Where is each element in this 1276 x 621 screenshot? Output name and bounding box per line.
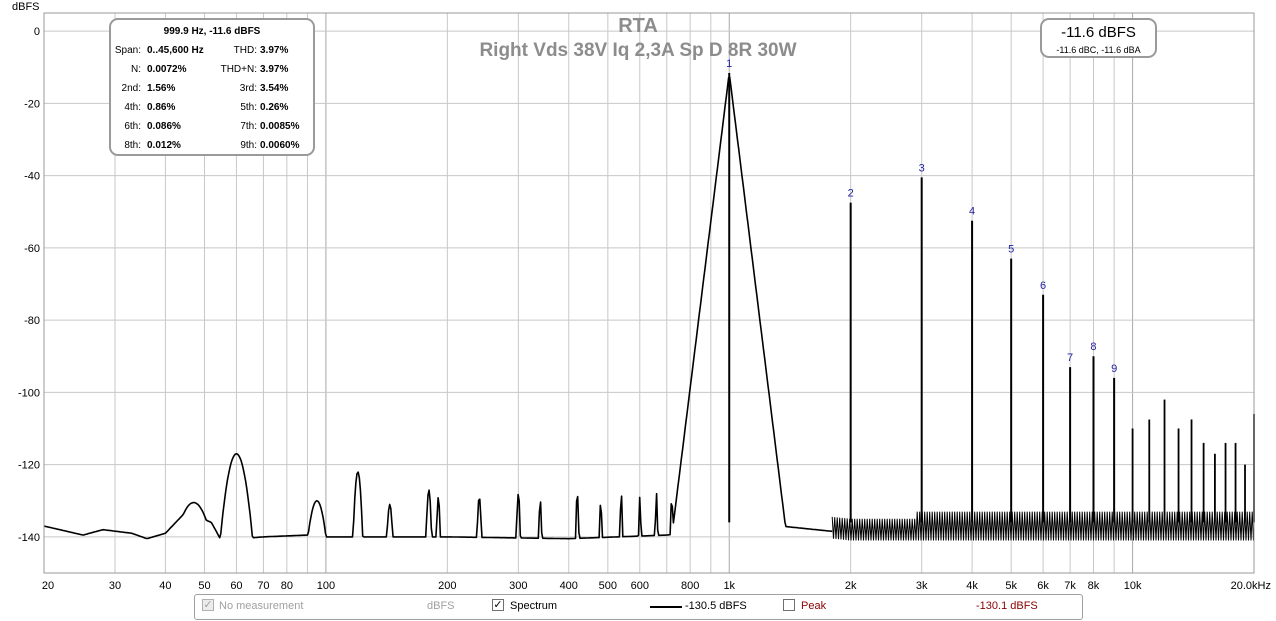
peak-checkbox[interactable]	[783, 599, 795, 611]
harmonic-label-1: 1	[726, 58, 732, 70]
stats-label: 6th:	[124, 121, 141, 132]
stats-label: 3rd:	[239, 83, 257, 94]
x-tick-label: 70	[257, 580, 269, 592]
x-tick-label: 800	[681, 580, 699, 592]
stats-value: 0.0060%	[260, 140, 300, 151]
peak-label: Peak	[801, 600, 827, 612]
x-tick-label: 600	[631, 580, 649, 592]
stats-value: 0..45,600 Hz	[147, 45, 204, 56]
level-main: -11.6 dBFS	[1061, 24, 1136, 41]
stats-row: 4th: 0.86% 5th: 0.26%	[111, 102, 313, 116]
stats-label: 5th:	[240, 102, 257, 113]
harmonic-labels: 1 2 3 4 5 6 7 8 9	[726, 58, 1117, 375]
x-tick-label: 80	[281, 580, 293, 592]
harmonic-label-2: 2	[848, 188, 854, 200]
y-tick-label: -100	[18, 387, 40, 399]
stats-label: 2nd:	[121, 83, 141, 94]
x-tick-label: 8k	[1088, 580, 1100, 592]
harmonic-label-3: 3	[919, 162, 925, 174]
stats-label: THD:	[233, 45, 257, 56]
x-tick-label: 7k	[1064, 580, 1076, 592]
stats-row: 6th: 0.086% 7th: 0.0085%	[111, 121, 313, 135]
x-tick-label: 100	[317, 580, 335, 592]
x-axis-ticks: 20 30 40 50 60 70 80 100 200 300 400 500 600 800 1k 2k 3…	[42, 580, 1271, 592]
harmonic-label-9: 9	[1111, 363, 1117, 375]
stats-row: 8th: 0.012% 9th: 0.0060%	[111, 140, 313, 154]
no-measurement-unit: dBFS	[427, 600, 455, 612]
harmonic-label-8: 8	[1090, 341, 1096, 353]
x-tick-label: 20.0kHz	[1231, 580, 1271, 592]
stats-label: 9th:	[240, 140, 257, 151]
x-tick-label: 300	[509, 580, 527, 592]
level-sub: -11.6 dBC, -11.6 dBA	[1056, 45, 1141, 55]
stats-value: 0.26%	[260, 102, 289, 113]
x-tick-label: 6k	[1037, 580, 1049, 592]
stats-header: 999.9 Hz, -11.6 dBFS	[163, 26, 261, 37]
y-tick-label: -20	[24, 98, 40, 110]
stats-row: 2nd: 1.56% 3rd: 3.54%	[111, 83, 313, 97]
x-tick-label: 60	[230, 580, 242, 592]
y-axis-label: dBFS	[12, 1, 40, 13]
spectrum-trace-low	[43, 76, 833, 540]
x-tick-label: 3k	[916, 580, 928, 592]
harmonic-label-6: 6	[1040, 280, 1046, 292]
spectrum-line-swatch	[650, 606, 682, 608]
spectrum-label: Spectrum	[510, 600, 558, 612]
y-tick-label: -60	[24, 243, 40, 255]
stats-label: Span:	[114, 45, 141, 56]
x-tick-label: 5k	[1005, 580, 1017, 592]
harmonic-label-5: 5	[1008, 244, 1014, 256]
x-tick-label: 20	[42, 580, 54, 592]
x-tick-label: 2k	[845, 580, 857, 592]
x-tick-label: 50	[198, 580, 210, 592]
plot-border	[43, 12, 1255, 574]
stats-value: 0.012%	[147, 140, 181, 151]
peak-value: -130.1 dBFS	[976, 600, 1038, 612]
x-tick-label: 4k	[966, 580, 978, 592]
y-axis-ticks: 0 -20 -40 -60 -80 -100 -120 -140	[18, 26, 40, 544]
stats-label: THD+N:	[220, 64, 257, 75]
y-tick-label: 0	[34, 26, 40, 38]
x-tick-label: 10k	[1124, 580, 1142, 592]
chart-title: RTA	[618, 15, 658, 37]
stats-value: 0.86%	[147, 102, 176, 113]
stats-label: 8th:	[124, 140, 141, 151]
distortion-stats-panel: 999.9 Hz, -11.6 dBFS Span: 0..45,600 Hz TH…	[109, 18, 315, 156]
chart-subtitle: Right Vds 38V Iq 2,3A Sp D 8R 30W	[479, 40, 796, 61]
stats-value: 0.086%	[147, 121, 181, 132]
x-tick-label: 200	[438, 580, 456, 592]
stats-value: 0.0072%	[147, 64, 187, 75]
x-tick-label: 30	[109, 580, 121, 592]
no-measurement-label: No measurement	[219, 600, 304, 612]
stats-value: 3.97%	[260, 64, 289, 75]
stats-row: Span: 0..45,600 Hz THD: 3.97%	[111, 45, 313, 59]
y-tick-label: -80	[24, 315, 40, 327]
x-tick-label: 1k	[723, 580, 735, 592]
spectrum-trace	[43, 72, 1255, 541]
legend-bar: ✓ No measurement dBFS ✓ Spectrum -130.5 …	[194, 594, 1083, 620]
stats-row: N: 0.0072% THD+N: 3.97%	[111, 64, 313, 78]
harmonic-label-4: 4	[969, 206, 975, 218]
stats-label: N:	[131, 64, 141, 75]
stats-label: 7th:	[240, 121, 257, 132]
stats-label: 4th:	[124, 102, 141, 113]
stats-value: 3.54%	[260, 83, 289, 94]
spectrum-value: -130.5 dBFS	[685, 600, 747, 612]
y-tick-label: -40	[24, 171, 40, 183]
y-tick-label: -120	[18, 460, 40, 472]
spectrum-checkbox[interactable]: ✓	[492, 599, 504, 611]
x-tick-label: 500	[599, 580, 617, 592]
harmonic-label-7: 7	[1067, 352, 1073, 364]
level-readout-panel: -11.6 dBFS -11.6 dBC, -11.6 dBA	[1040, 18, 1157, 58]
spectrum-noise-band	[831, 511, 1254, 541]
stats-value: 1.56%	[147, 83, 176, 94]
x-tick-label: 40	[159, 580, 171, 592]
stats-value: 3.97%	[260, 45, 289, 56]
y-tick-label: -140	[18, 532, 40, 544]
stats-value: 0.0085%	[260, 121, 300, 132]
x-tick-label: 400	[560, 580, 578, 592]
no-measurement-checkbox[interactable]: ✓	[202, 599, 214, 611]
